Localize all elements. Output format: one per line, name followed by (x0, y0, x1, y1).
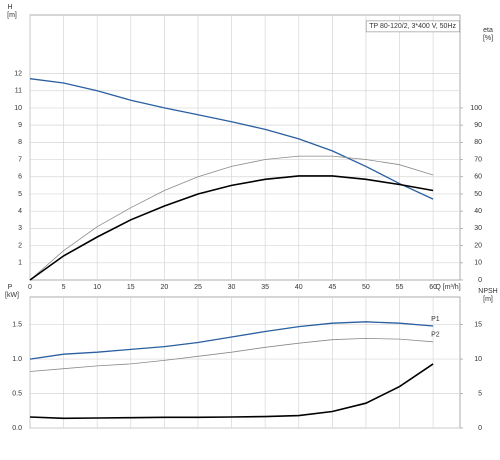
x-tick-label: 5 (62, 284, 66, 291)
y-axis-label: H (7, 4, 12, 11)
y2-tick-label: 0 (478, 425, 482, 432)
x-tick-label: 40 (295, 284, 303, 291)
y-tick-label: 8 (18, 139, 22, 146)
x-tick-label: 45 (328, 284, 336, 291)
y2-tick-label: 50 (474, 191, 482, 198)
y-tick-label: 0.5 (12, 390, 22, 397)
y-tick-label: 7 (18, 156, 22, 163)
y-tick-label: 1.5 (12, 321, 22, 328)
x-tick-label: 30 (228, 284, 236, 291)
y-axis-label: P (8, 284, 13, 291)
y-tick-label: 1 (18, 260, 22, 267)
y-tick-label: 3 (18, 225, 22, 232)
series-line (29, 321, 434, 360)
y2-tick-label: 10 (474, 356, 482, 363)
y2-axis-unit: [%] (483, 35, 493, 42)
y2-tick-label: 30 (474, 225, 482, 232)
y2-tick-label: 15 (474, 321, 482, 328)
series-label: P1 (431, 316, 440, 323)
x-tick-label: 10 (93, 284, 101, 291)
y2-axis-label: eta (483, 27, 493, 34)
y-tick-label: 6 (18, 174, 22, 181)
y-tick-label: 9 (18, 122, 22, 129)
series-label: P2 (431, 332, 440, 339)
y-tick-label: 0.0 (12, 425, 22, 432)
y-tick-label: 1.0 (12, 356, 22, 363)
y2-tick-label: 60 (474, 174, 482, 181)
series-line (29, 78, 434, 200)
series-line (29, 363, 434, 420)
y2-tick-label: 90 (474, 122, 482, 129)
y2-tick-label: 70 (474, 156, 482, 163)
plot-area (29, 296, 461, 429)
y2-tick-label: 20 (474, 242, 482, 249)
x-tick-label: 25 (194, 284, 202, 291)
y2-tick-label: 100 (470, 105, 482, 112)
y-axis-unit: [m] (7, 12, 17, 19)
y2-tick-label: 5 (478, 390, 482, 397)
series-line (29, 337, 434, 372)
series-line (29, 155, 434, 281)
x-tick-label: 0 (28, 284, 32, 291)
x-tick-label: 15 (127, 284, 135, 291)
y-tick-label: 11 (15, 88, 22, 95)
series-line (29, 175, 434, 281)
y2-tick-label: 80 (474, 139, 482, 146)
x-tick-label: 35 (261, 284, 269, 291)
y-tick-label: 4 (18, 208, 22, 215)
y-tick-label: 10 (14, 105, 22, 112)
x-tick-label: 50 (362, 284, 370, 291)
y2-tick-label: 40 (474, 208, 482, 215)
plot-area (29, 14, 461, 281)
y-tick-label: 2 (18, 242, 22, 249)
x-axis-label: Q [m³/h] (435, 284, 460, 291)
title-box (365, 20, 460, 33)
y-axis-unit: [kW] (5, 292, 19, 299)
y2-tick-label: 10 (474, 260, 482, 267)
y2-axis-unit: [m] (483, 296, 493, 303)
y-tick-label: 5 (18, 191, 22, 198)
x-tick-label: 55 (396, 284, 404, 291)
x-tick-label: 60 (429, 284, 437, 291)
y-tick-label: 12 (14, 70, 22, 77)
y2-tick-label: 0 (478, 277, 482, 284)
x-tick-label: 20 (160, 284, 168, 291)
y2-axis-label: NPSH (478, 288, 497, 295)
chart-title: TP 80-120/2, 3*400 V, 50Hz (369, 23, 456, 30)
